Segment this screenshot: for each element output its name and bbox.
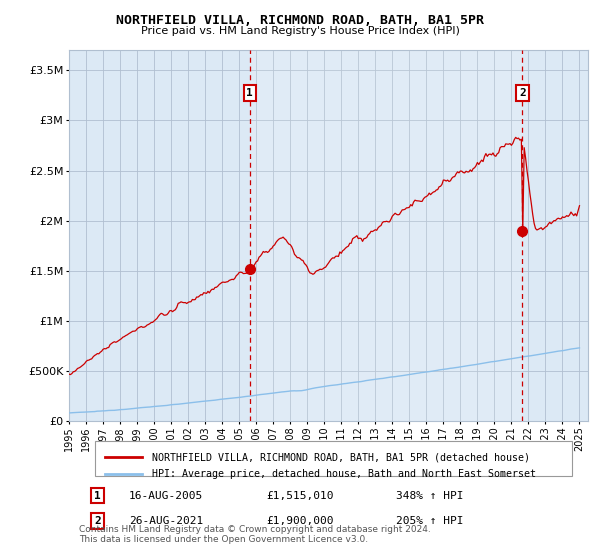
Text: NORTHFIELD VILLA, RICHMOND ROAD, BATH, BA1 5PR (detached house): NORTHFIELD VILLA, RICHMOND ROAD, BATH, B… xyxy=(152,452,530,463)
Text: Contains HM Land Registry data © Crown copyright and database right 2024.
This d: Contains HM Land Registry data © Crown c… xyxy=(79,525,431,544)
Text: 2: 2 xyxy=(519,88,526,98)
Text: 205% ↑ HPI: 205% ↑ HPI xyxy=(396,516,463,526)
Text: Price paid vs. HM Land Registry's House Price Index (HPI): Price paid vs. HM Land Registry's House … xyxy=(140,26,460,36)
Text: 1: 1 xyxy=(247,88,253,98)
Text: 348% ↑ HPI: 348% ↑ HPI xyxy=(396,491,463,501)
Text: £1,900,000: £1,900,000 xyxy=(266,516,334,526)
Text: NORTHFIELD VILLA, RICHMOND ROAD, BATH, BA1 5PR: NORTHFIELD VILLA, RICHMOND ROAD, BATH, B… xyxy=(116,14,484,27)
Text: 26-AUG-2021: 26-AUG-2021 xyxy=(128,516,203,526)
Text: 1: 1 xyxy=(94,491,101,501)
Bar xyxy=(250,50,523,421)
Text: 2: 2 xyxy=(94,516,101,526)
Text: 16-AUG-2005: 16-AUG-2005 xyxy=(128,491,203,501)
Text: £1,515,010: £1,515,010 xyxy=(266,491,334,501)
Text: HPI: Average price, detached house, Bath and North East Somerset: HPI: Average price, detached house, Bath… xyxy=(152,469,536,479)
FancyBboxPatch shape xyxy=(95,441,572,476)
